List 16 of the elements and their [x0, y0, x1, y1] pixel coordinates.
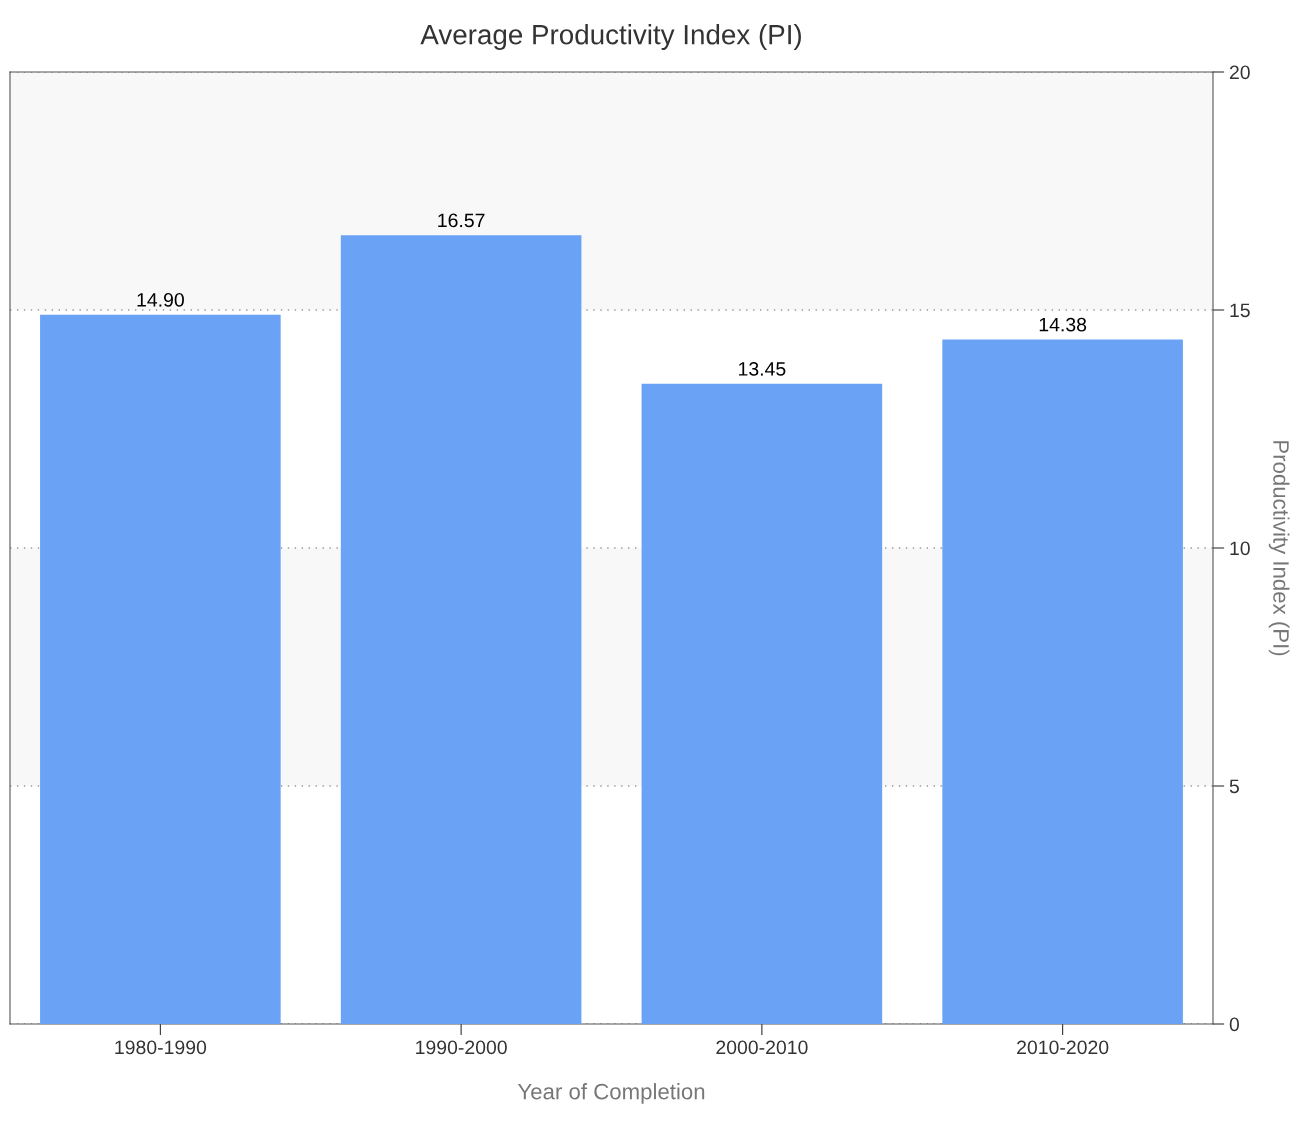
x-axis-title: Year of Completion: [517, 1083, 705, 1104]
y-tick-label: 10: [1230, 541, 1250, 556]
x-tick-label: 1990-2000: [416, 1040, 507, 1055]
data-label: 14.38: [1039, 317, 1087, 332]
y-tick-label: 15: [1230, 303, 1250, 318]
x-tick-label: 2010-2020: [1017, 1040, 1109, 1055]
y-tick-label: 5: [1229, 779, 1239, 794]
data-label: 14.90: [137, 292, 184, 307]
data-label: 13.45: [739, 362, 786, 376]
chart-title: Average Productivity Index (PI): [420, 24, 801, 50]
y-axis-title: Productivity Index (PI): [1268, 441, 1290, 656]
x-tick-label: 2000-2010: [716, 1040, 808, 1055]
x-tick-label: 1980-1990: [115, 1040, 207, 1055]
data-label: 16.57: [438, 213, 485, 228]
y-tick-label: 20: [1229, 65, 1250, 80]
y-tick-label: 0: [1229, 1017, 1240, 1032]
